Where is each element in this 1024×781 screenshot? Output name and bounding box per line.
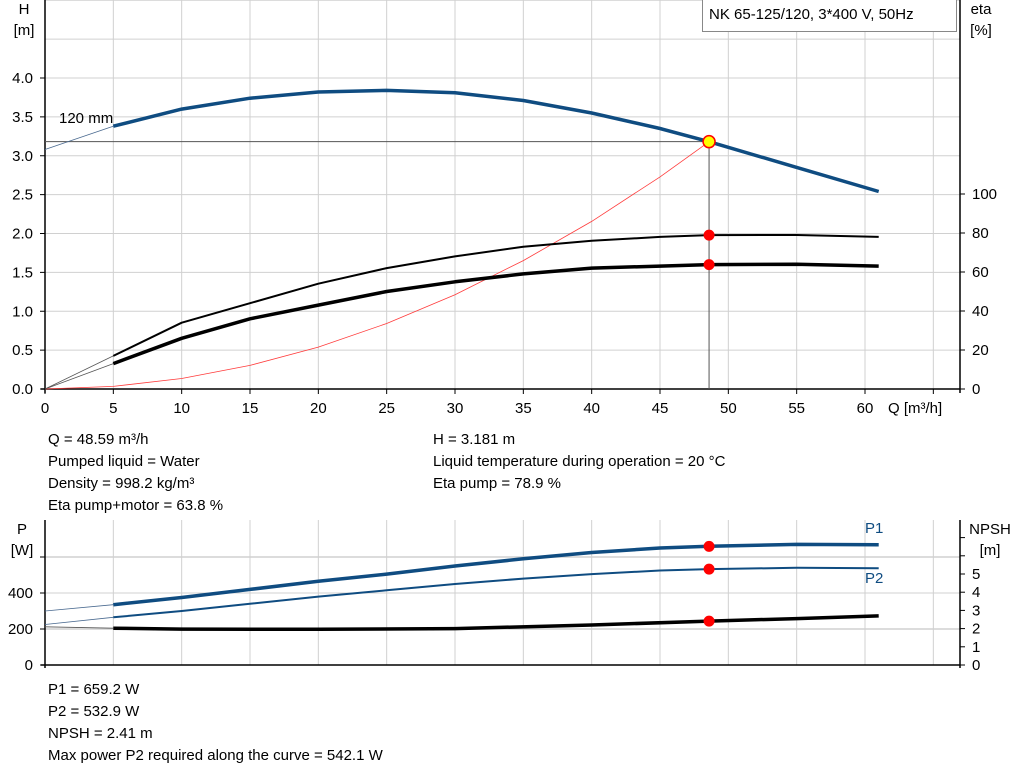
npsh-tick-label: 5 bbox=[972, 566, 980, 583]
info-top-right: H = 3.181 m Liquid temperature during op… bbox=[433, 429, 725, 495]
info-bottom: P1 = 659.2 W P2 = 532.9 W NPSH = 2.41 m … bbox=[48, 679, 383, 767]
p-axis-unit: [W] bbox=[11, 542, 34, 559]
info-max-p2: Max power P2 required along the curve = … bbox=[48, 747, 383, 764]
y-tick-label: 3.5 bbox=[12, 109, 33, 126]
pump-title: NK 65-125/120, 3*400 V, 50Hz bbox=[702, 0, 957, 32]
eta-pump-curve bbox=[112, 234, 879, 357]
head-curve bbox=[112, 88, 880, 194]
x-axis-label: Q [m³/h] bbox=[888, 400, 942, 417]
y2-tick-label: 40 bbox=[972, 303, 989, 320]
x-tick-label: 50 bbox=[720, 400, 737, 417]
duty-point-p1 bbox=[703, 540, 715, 552]
y-tick-label: 2.5 bbox=[12, 187, 33, 204]
y-tick-label: 0.5 bbox=[12, 342, 33, 359]
p-tick-label: 0 bbox=[25, 657, 33, 674]
info-q: Q = 48.59 m³/h bbox=[48, 431, 149, 448]
x-tick-label: 0 bbox=[41, 400, 49, 417]
y2-tick-label: 60 bbox=[972, 264, 989, 281]
npsh-tick-label: 1 bbox=[972, 639, 980, 656]
x-tick-label: 45 bbox=[652, 400, 669, 417]
y2-tick-label: 80 bbox=[972, 225, 989, 242]
x-tick-label: 60 bbox=[857, 400, 874, 417]
duty-point-eta-total bbox=[703, 259, 715, 271]
y-tick-label: 1.5 bbox=[12, 264, 33, 281]
eta-total-curve bbox=[112, 262, 879, 366]
npsh-tick-label: 0 bbox=[972, 657, 980, 674]
info-p1: P1 = 659.2 W bbox=[48, 681, 140, 698]
y-tick-label: 2.0 bbox=[12, 226, 33, 243]
x-tick-label: 10 bbox=[173, 400, 190, 417]
y-axis-unit: [m] bbox=[14, 22, 35, 39]
p2-curve-extrapolated bbox=[44, 616, 114, 625]
p2-label: P2 bbox=[865, 570, 883, 587]
npsh-tick-label: 3 bbox=[972, 602, 980, 619]
y-tick-label: 3.0 bbox=[12, 148, 33, 165]
y2-axis-unit: [%] bbox=[970, 22, 992, 39]
duty-point-head bbox=[702, 134, 716, 149]
duty-point-p2 bbox=[703, 563, 715, 575]
x-tick-label: 55 bbox=[788, 400, 805, 417]
x-tick-label: 40 bbox=[583, 400, 600, 417]
system-curve bbox=[44, 141, 710, 390]
p1-label: P1 bbox=[865, 520, 883, 537]
y2-tick-label: 100 bbox=[972, 186, 997, 203]
p-axis-label: P bbox=[17, 521, 27, 538]
head-curve-extrapolated bbox=[44, 125, 114, 150]
npsh-curve bbox=[113, 614, 879, 632]
y-tick-label: 1.0 bbox=[12, 303, 33, 320]
y2-tick-label: 20 bbox=[972, 342, 989, 359]
y-axis-label: H bbox=[19, 1, 30, 18]
npsh-axis-unit: [m] bbox=[980, 542, 1001, 559]
info-h: H = 3.181 m bbox=[433, 431, 516, 448]
p-tick-label: 200 bbox=[8, 621, 33, 638]
info-temperature: Liquid temperature during operation = 20… bbox=[433, 453, 726, 470]
info-eta-pump: Eta pump = 78.9 % bbox=[433, 475, 561, 492]
npsh-tick-label: 2 bbox=[972, 621, 980, 638]
y-tick-label: 4.0 bbox=[12, 70, 33, 87]
npsh-axis-label: NPSH bbox=[969, 521, 1011, 538]
p2-curve bbox=[113, 566, 879, 619]
info-npsh: NPSH = 2.41 m bbox=[48, 725, 153, 742]
npsh-curve-extrapolated bbox=[44, 626, 114, 629]
x-tick-label: 15 bbox=[242, 400, 259, 417]
p1-curve-extrapolated bbox=[44, 604, 114, 612]
info-top-left: Q = 48.59 m³/h Pumped liquid = Water Den… bbox=[48, 429, 223, 517]
x-tick-label: 30 bbox=[447, 400, 464, 417]
info-p2: P2 = 532.9 W bbox=[48, 703, 140, 720]
y2-axis-label: eta bbox=[971, 1, 993, 18]
p1-curve bbox=[113, 542, 879, 607]
info-liquid: Pumped liquid = Water bbox=[48, 453, 200, 470]
duty-point-eta-pump bbox=[703, 229, 715, 241]
x-tick-label: 5 bbox=[109, 400, 117, 417]
y2-tick-label: 0 bbox=[972, 381, 980, 398]
duty-point-npsh bbox=[703, 615, 715, 627]
info-density: Density = 998.2 kg/m³ bbox=[48, 475, 195, 492]
x-tick-label: 20 bbox=[310, 400, 327, 417]
eta-total-curve-extrapolated bbox=[44, 363, 114, 390]
y-tick-label: 0.0 bbox=[12, 381, 33, 398]
eta-pump-curve-extrapolated bbox=[44, 355, 114, 390]
p-tick-label: 400 bbox=[8, 585, 33, 602]
x-tick-label: 25 bbox=[378, 400, 395, 417]
info-eta-total: Eta pump+motor = 63.8 % bbox=[48, 497, 224, 514]
curve-label: 120 mm bbox=[59, 110, 113, 127]
npsh-tick-label: 4 bbox=[972, 584, 980, 601]
x-tick-label: 35 bbox=[515, 400, 532, 417]
